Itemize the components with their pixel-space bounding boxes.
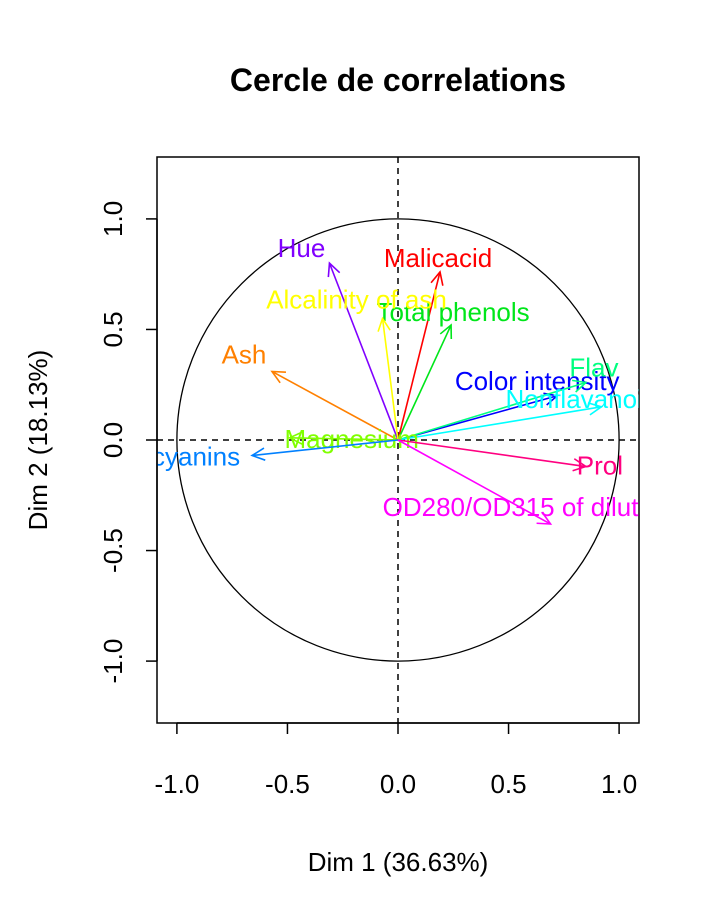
variable-label: OD280/OD315 of dilut: [383, 492, 640, 522]
vector-line: [397, 271, 441, 441]
vector-line: [397, 381, 587, 441]
variable-vector: Total phenols: [376, 297, 530, 441]
variable-vector: Nonflavanoid: [397, 384, 658, 441]
vector-line: [271, 370, 399, 441]
vector-arrowhead: [430, 270, 444, 286]
x-tick-label: -0.5: [265, 769, 310, 799]
y-tick-label: -1.0: [98, 639, 128, 684]
variable-vector: OD280/OD315 of dilut: [383, 439, 640, 525]
vector-arrowhead: [250, 447, 266, 461]
vector-line: [397, 406, 602, 441]
vector-line: [328, 262, 399, 441]
variable-label: Total phenols: [376, 297, 529, 327]
variable-label: Malicacid: [384, 243, 492, 273]
variable-vector: Ash: [222, 339, 399, 441]
y-axis-title: Dim 2 (18.13%): [23, 350, 53, 531]
variable-vector: Flav: [397, 353, 618, 441]
variable-label: Flav: [569, 353, 618, 383]
vector-arrowhead: [536, 512, 553, 525]
y-tick-label: 0.0: [98, 422, 128, 458]
y-tick-label: 0.5: [98, 311, 128, 347]
vector-line: [381, 318, 399, 441]
variable-vector: cyanins: [152, 439, 399, 471]
variable-label: Alcalinity of ash: [266, 284, 447, 314]
vector-line: [251, 439, 399, 457]
variable-label: Hue: [278, 233, 326, 263]
x-tick-label: 0.5: [490, 769, 526, 799]
vector-arrowhead: [587, 402, 604, 416]
vector-arrowhead: [270, 370, 286, 384]
x-tick-label: 0.0: [380, 769, 416, 799]
vector-arrowhead: [377, 316, 391, 332]
y-tick-label: -0.5: [98, 528, 128, 573]
vector-arrowhead: [571, 379, 588, 393]
x-axis-title: Dim 1 (36.63%): [308, 847, 489, 877]
variable-label: Prol: [577, 451, 623, 481]
variable-vector: Prol: [397, 439, 623, 481]
variable-label: Color intensity: [455, 366, 620, 396]
variable-label: Ash: [222, 339, 267, 369]
variable-vector: Alcalinity of ash: [266, 284, 447, 441]
chart-title: Cercle de correlations: [230, 62, 566, 98]
vector-line: [397, 324, 452, 441]
variable-vector: Magnesium: [284, 424, 418, 454]
vector-line: [289, 436, 399, 441]
variable-label: cyanins: [152, 441, 240, 471]
vector-arrowhead: [287, 431, 303, 445]
vector-arrowhead: [439, 323, 453, 340]
variable-vector: Color intensity: [397, 366, 620, 441]
vector-line: [397, 439, 587, 468]
x-tick-label: -1.0: [154, 769, 199, 799]
vector-line: [397, 439, 551, 525]
vector-arrowhead: [572, 458, 588, 472]
y-tick-label: 1.0: [98, 201, 128, 237]
variable-vector: Hue: [278, 233, 399, 441]
variable-vector: Malicacid: [384, 243, 492, 441]
vector-arrowhead: [327, 261, 341, 278]
variable-label: Magnesium: [284, 424, 418, 454]
x-tick-label: 1.0: [601, 769, 637, 799]
variable-label: Nonflavanoid: [506, 384, 658, 414]
